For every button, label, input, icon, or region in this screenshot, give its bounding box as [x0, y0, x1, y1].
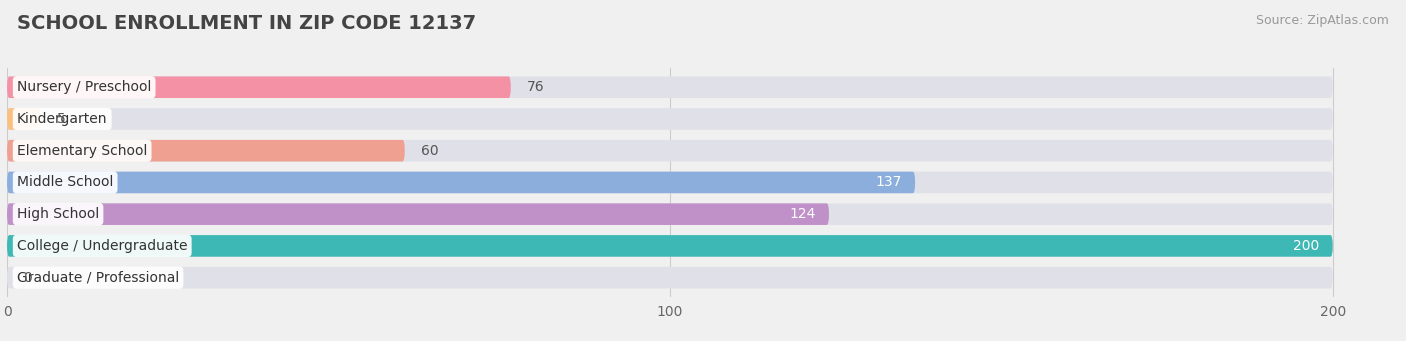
Text: 5: 5 [56, 112, 66, 126]
FancyBboxPatch shape [7, 140, 1333, 162]
FancyBboxPatch shape [7, 235, 1333, 257]
Text: 137: 137 [876, 175, 901, 190]
Text: 60: 60 [422, 144, 439, 158]
FancyBboxPatch shape [7, 203, 1333, 225]
FancyBboxPatch shape [7, 108, 41, 130]
Text: 0: 0 [24, 271, 32, 285]
Text: 76: 76 [527, 80, 546, 94]
Text: 200: 200 [1294, 239, 1319, 253]
Text: Source: ZipAtlas.com: Source: ZipAtlas.com [1256, 14, 1389, 27]
Text: Kindergarten: Kindergarten [17, 112, 107, 126]
Text: Elementary School: Elementary School [17, 144, 148, 158]
Text: High School: High School [17, 207, 100, 221]
Text: Nursery / Preschool: Nursery / Preschool [17, 80, 152, 94]
Text: College / Undergraduate: College / Undergraduate [17, 239, 187, 253]
FancyBboxPatch shape [7, 140, 405, 162]
Text: 124: 124 [789, 207, 815, 221]
FancyBboxPatch shape [7, 267, 1333, 288]
FancyBboxPatch shape [7, 76, 1333, 98]
Text: SCHOOL ENROLLMENT IN ZIP CODE 12137: SCHOOL ENROLLMENT IN ZIP CODE 12137 [17, 14, 477, 33]
FancyBboxPatch shape [7, 108, 1333, 130]
FancyBboxPatch shape [7, 235, 1333, 257]
FancyBboxPatch shape [7, 203, 830, 225]
Text: Middle School: Middle School [17, 175, 114, 190]
Text: Graduate / Professional: Graduate / Professional [17, 271, 179, 285]
FancyBboxPatch shape [7, 76, 510, 98]
FancyBboxPatch shape [7, 172, 1333, 193]
FancyBboxPatch shape [7, 172, 915, 193]
